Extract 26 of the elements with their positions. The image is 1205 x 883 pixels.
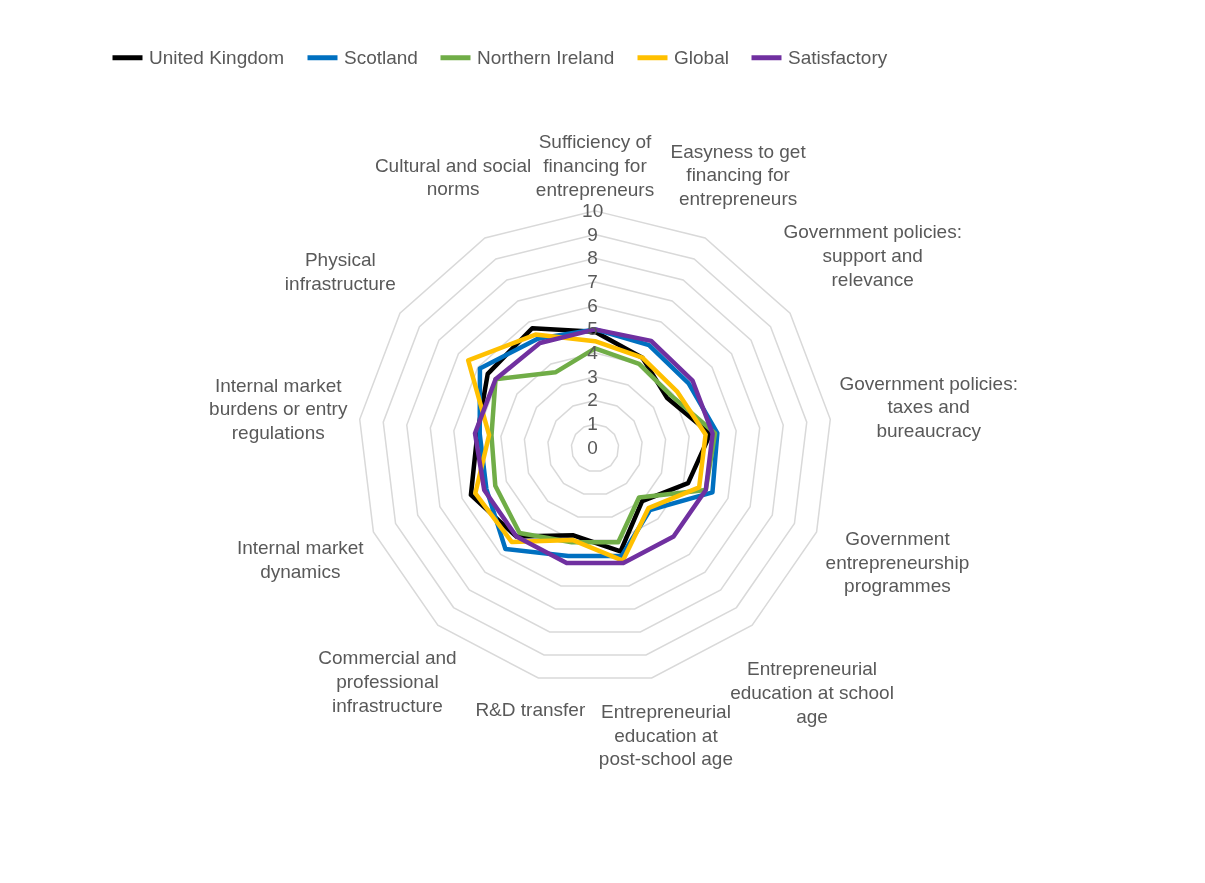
spoke-label: Commercial and professional infrastructure bbox=[318, 647, 457, 716]
y-tick-label: 9 bbox=[587, 223, 598, 245]
y-tick-label: 6 bbox=[587, 294, 598, 316]
legend-label: Satisfactory bbox=[788, 46, 888, 68]
spoke-label: R&D transfer bbox=[475, 699, 586, 721]
legend-label: Scotland bbox=[344, 46, 418, 68]
y-tick-label: 0 bbox=[587, 436, 598, 458]
legend-label: Northern Ireland bbox=[477, 46, 615, 68]
legend-label: United Kingdom bbox=[149, 46, 285, 68]
spoke-label: Easyness to get financing for entrepreneurs bbox=[670, 140, 807, 209]
y-tick-label: 1 bbox=[587, 413, 598, 435]
spoke-label: Government policies: taxes and bureaucracy bbox=[839, 372, 1018, 442]
spoke-label: Cultural and social norms bbox=[374, 154, 532, 200]
spoke-label: Physical infrastructure bbox=[284, 249, 396, 294]
y-tick-label: 7 bbox=[587, 270, 598, 292]
spoke-label: Internal market burdens or entry regulations bbox=[209, 374, 348, 444]
y-tick-label: 10 bbox=[582, 199, 604, 221]
y-tick-label: 3 bbox=[587, 365, 598, 387]
spoke-label: Sufficiency of financing for entrepreneurs bbox=[535, 131, 655, 200]
y-tick-label: 2 bbox=[587, 389, 598, 411]
spoke-label: Government policies: support and relevance bbox=[783, 221, 962, 290]
y-tick-label: 8 bbox=[587, 247, 598, 269]
spoke-label: Government entrepreneurship programmes bbox=[825, 527, 970, 597]
legend-label: Global bbox=[674, 46, 729, 68]
spoke-label: Internal market dynamics bbox=[236, 536, 365, 582]
y-tick-label: 5 bbox=[587, 318, 598, 340]
